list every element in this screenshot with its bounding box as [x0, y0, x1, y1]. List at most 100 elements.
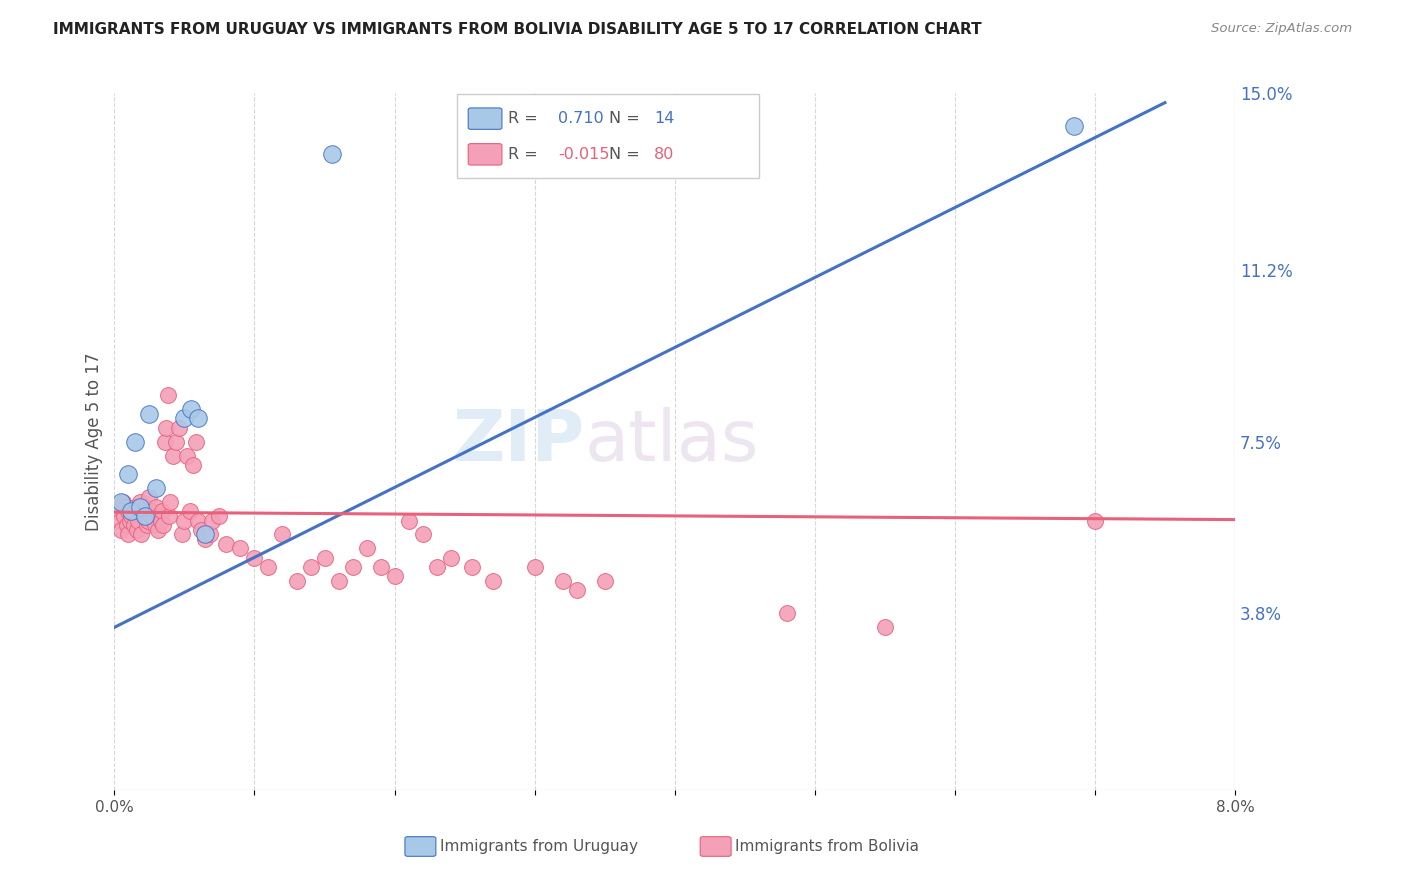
Point	[105, 504, 128, 518]
Point	[159, 495, 181, 509]
Point	[551, 574, 574, 588]
Point	[138, 407, 160, 421]
Point	[146, 523, 169, 537]
Point	[165, 434, 187, 449]
Point	[117, 467, 139, 482]
Point	[155, 420, 177, 434]
Point	[370, 560, 392, 574]
Point	[1063, 119, 1085, 133]
Point	[593, 574, 616, 588]
Point	[194, 532, 217, 546]
Text: Immigrants from Uruguay: Immigrants from Uruguay	[440, 839, 638, 854]
Point	[565, 583, 588, 598]
Point	[257, 560, 280, 574]
Text: 14: 14	[654, 112, 673, 126]
Point	[194, 527, 217, 541]
Point	[176, 449, 198, 463]
Point	[127, 514, 149, 528]
Point	[139, 508, 162, 523]
Point	[124, 434, 146, 449]
Point	[412, 527, 434, 541]
Point	[157, 508, 180, 523]
Text: -0.015: -0.015	[558, 147, 610, 161]
Point	[398, 514, 420, 528]
Point	[523, 560, 546, 574]
Point	[1084, 514, 1107, 528]
Point	[134, 508, 156, 523]
Point	[134, 500, 156, 514]
Point	[181, 458, 204, 472]
Point	[167, 420, 190, 434]
Point	[128, 500, 150, 514]
Text: Immigrants from Bolivia: Immigrants from Bolivia	[735, 839, 920, 854]
Point	[776, 607, 799, 621]
Point	[121, 504, 143, 518]
Text: IMMIGRANTS FROM URUGUAY VS IMMIGRANTS FROM BOLIVIA DISABILITY AGE 5 TO 17 CORREL: IMMIGRANTS FROM URUGUAY VS IMMIGRANTS FR…	[53, 22, 981, 37]
Point	[170, 527, 193, 541]
Point	[328, 574, 350, 588]
Point	[243, 550, 266, 565]
Point	[128, 495, 150, 509]
Point	[215, 537, 238, 551]
Point	[149, 514, 172, 528]
Text: Source: ZipAtlas.com: Source: ZipAtlas.com	[1212, 22, 1353, 36]
Point	[142, 514, 165, 528]
Point	[299, 560, 322, 574]
Point	[173, 514, 195, 528]
Text: R =: R =	[508, 112, 543, 126]
Point	[321, 146, 343, 161]
Point	[118, 514, 141, 528]
Text: N =: N =	[609, 147, 645, 161]
Point	[145, 481, 167, 495]
Point	[179, 504, 201, 518]
Point	[108, 514, 131, 528]
Text: 80: 80	[654, 147, 673, 161]
Text: N =: N =	[609, 112, 645, 126]
Point	[115, 518, 138, 533]
Point	[384, 569, 406, 583]
Point	[187, 514, 209, 528]
Point	[122, 518, 145, 533]
Point	[180, 402, 202, 417]
Point	[132, 508, 155, 523]
Point	[208, 508, 231, 523]
Point	[201, 514, 224, 528]
Point	[143, 518, 166, 533]
Point	[114, 500, 136, 514]
Point	[184, 434, 207, 449]
Point	[156, 388, 179, 402]
Text: atlas: atlas	[585, 407, 759, 476]
Point	[198, 527, 221, 541]
Point	[439, 550, 461, 565]
Point	[173, 411, 195, 425]
Point	[120, 508, 142, 523]
Point	[120, 504, 142, 518]
Point	[152, 518, 174, 533]
Point	[135, 518, 157, 533]
Text: R =: R =	[508, 147, 543, 161]
Point	[111, 495, 134, 509]
Y-axis label: Disability Age 5 to 17: Disability Age 5 to 17	[86, 352, 103, 531]
Point	[131, 504, 153, 518]
Point	[148, 508, 170, 523]
Point	[110, 495, 132, 509]
Point	[271, 527, 294, 541]
Point	[138, 491, 160, 505]
Point	[117, 527, 139, 541]
Point	[110, 523, 132, 537]
Point	[162, 449, 184, 463]
Point	[426, 560, 449, 574]
Point	[153, 434, 176, 449]
Point	[314, 550, 336, 565]
Text: ZIP: ZIP	[453, 407, 585, 476]
Point	[125, 523, 148, 537]
Point	[150, 504, 173, 518]
Point	[342, 560, 364, 574]
Point	[229, 541, 252, 556]
Point	[481, 574, 503, 588]
Point	[136, 514, 159, 528]
Point	[460, 560, 482, 574]
Point	[356, 541, 378, 556]
Point	[129, 527, 152, 541]
Point	[112, 508, 135, 523]
